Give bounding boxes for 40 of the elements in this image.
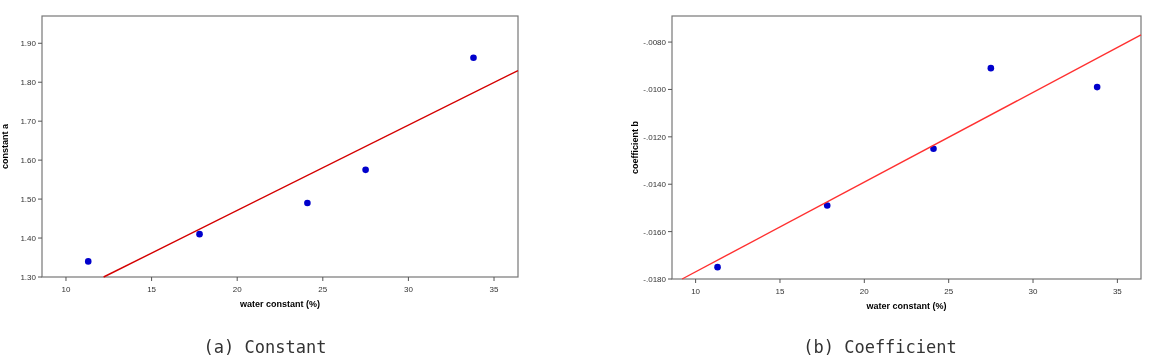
y-tick-label: -.0160 — [643, 227, 667, 237]
y-tick-label: -.0120 — [643, 132, 667, 142]
point — [362, 166, 369, 174]
text: (b) Coefficient — [803, 337, 957, 357]
y-tick-label: -.0140 — [643, 180, 667, 190]
x-tick-label: 15 — [147, 285, 157, 294]
x-tick-label: 35 — [1112, 287, 1123, 296]
y-tick-label: 1.70 — [20, 117, 37, 127]
x-tick-label: 35 — [489, 285, 500, 294]
x-tick-label: 25 — [318, 285, 328, 294]
y-axis-title: coefficient b — [630, 120, 640, 175]
point — [304, 199, 311, 207]
x-tick-label: 10 — [691, 287, 701, 296]
y-tick-label: -.0180 — [643, 275, 667, 284]
point — [1093, 83, 1101, 91]
x-tick-label: 25 — [944, 287, 954, 296]
x-tick-label: 30 — [1028, 287, 1039, 296]
y-axis-title: constant a — [0, 123, 10, 170]
y-tick-label: 1.30 — [20, 273, 37, 282]
x-tick-label: 20 — [859, 287, 870, 296]
point — [714, 263, 721, 271]
y-tick-label: 1.40 — [20, 234, 37, 244]
x-tick-label: 30 — [403, 285, 414, 294]
x-axis-title: water constant (%) — [238, 299, 321, 309]
y-tick-label: -.0080 — [643, 38, 667, 48]
point — [823, 202, 831, 209]
y-tick-label: 1.60 — [20, 156, 37, 166]
point — [196, 230, 203, 238]
x-tick-label: 20 — [232, 285, 243, 294]
y-tick-label: 1.80 — [20, 78, 37, 88]
x-tick-label: 10 — [61, 285, 71, 294]
y-tick-label: -.0100 — [643, 85, 667, 95]
x-axis-title: water constant (%) — [865, 301, 947, 311]
x-tick-label: 15 — [775, 287, 785, 296]
point — [987, 64, 995, 72]
text: (a) Constant — [203, 337, 327, 357]
point — [84, 258, 92, 265]
point — [470, 54, 477, 61]
y-tick-label: 1.90 — [20, 39, 37, 49]
y-tick-label: 1.50 — [20, 195, 37, 205]
